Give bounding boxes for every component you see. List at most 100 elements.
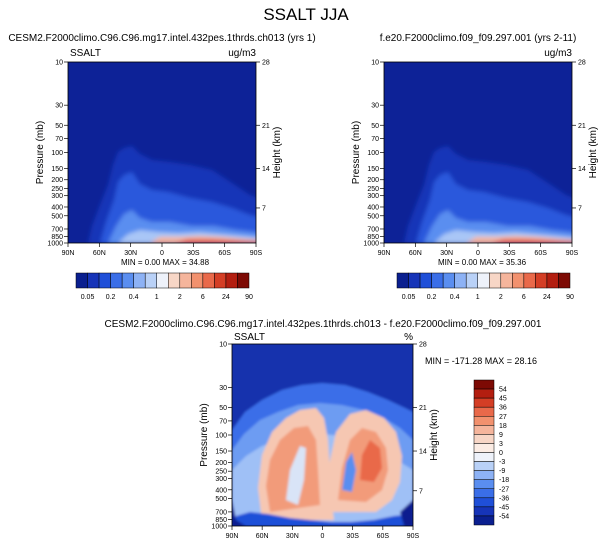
colorbar-swatch xyxy=(202,272,215,289)
colorbar-swatch xyxy=(396,272,409,289)
colorbar-swatch xyxy=(408,272,421,289)
min-max-label: MIN = 0.00 MAX = 34.88 xyxy=(121,258,210,267)
y-tick-label: 400 xyxy=(367,204,379,211)
colorbar-swatch xyxy=(431,272,444,289)
x-tick-label: 90S xyxy=(250,250,263,257)
axes-model-test: 90N 60N 30N 0 30S 60S 90S 10 30 50 70 100 150 200 2503… xyxy=(35,60,283,302)
y-tick-label: 700 xyxy=(215,509,227,516)
colorbar-swatch xyxy=(473,479,495,489)
x-tick-label: 60S xyxy=(534,250,547,257)
y-tick-label: 300 xyxy=(367,193,379,200)
colorbar-swatch xyxy=(237,272,250,289)
height-tick-label: 28 xyxy=(578,60,586,67)
difference-min-max: MIN = -171.28 MAX = 28.16 xyxy=(425,356,537,366)
y-tick-label: 200 xyxy=(367,177,379,184)
figure-title: SSALT JJA xyxy=(263,5,349,24)
colorbar-swatch xyxy=(473,488,495,499)
y-tick-label: 200 xyxy=(51,177,63,184)
y-tick-label: 100 xyxy=(367,150,379,157)
x-tick-label: 30S xyxy=(187,250,200,257)
y-tick-label: 30 xyxy=(371,103,379,110)
y-tick-label: 300 xyxy=(51,193,63,200)
y-tick-label: 10 xyxy=(219,342,227,349)
colorbar-swatch xyxy=(454,272,467,289)
colorbar-swatch xyxy=(133,272,146,289)
colorbar-swatch xyxy=(473,388,495,399)
colorbar-label: 24 xyxy=(222,294,230,301)
colorbar-label: -27 xyxy=(499,486,509,493)
y-tick-label: 150 xyxy=(367,166,379,173)
colorbar-label: 2 xyxy=(499,294,503,301)
y-tick-label: 250 xyxy=(51,186,63,193)
colorbar-label: 36 xyxy=(499,405,507,412)
x-tick-label: 30S xyxy=(503,250,516,257)
y-tick-label: 1000 xyxy=(211,524,227,531)
colorbar-label: 90 xyxy=(245,294,253,301)
colorbar-swatch xyxy=(225,272,238,289)
panel-model-test: CESM2.F2000climo.C96.C96.mg17.intel.432p… xyxy=(8,33,316,243)
y-tick-label: 10 xyxy=(371,60,379,67)
colorbar-swatch xyxy=(473,406,495,417)
y-tick-label: 700 xyxy=(367,226,379,233)
y-tick-label: 70 xyxy=(371,136,379,143)
height-tick-label: 7 xyxy=(262,205,266,212)
y-tick-label: 500 xyxy=(51,213,63,220)
x-tick-label: 60S xyxy=(218,250,231,257)
panel-title: CESM2.F2000climo.C96.C96.mg17.intel.432p… xyxy=(8,33,315,44)
y-tick-label: 70 xyxy=(55,136,63,143)
colorbar-swatch xyxy=(98,272,111,289)
colorbar-swatch xyxy=(156,272,169,289)
colorbar-swatch xyxy=(419,272,432,289)
y-tick-label: 400 xyxy=(51,204,63,211)
right-axis-title: Height (km) xyxy=(272,127,283,179)
height-tick-label: 28 xyxy=(419,342,427,349)
colorbar-label: 0.4 xyxy=(450,294,460,301)
x-tick-label: 90S xyxy=(566,250,579,257)
y-tick-label: 70 xyxy=(219,418,227,425)
x-tick-label: 30N xyxy=(124,250,137,257)
colorbar-swatch xyxy=(168,272,181,289)
colorbar-swatch xyxy=(75,272,88,289)
colorbar-swatch xyxy=(144,272,157,289)
colorbar-label: 1 xyxy=(155,294,159,301)
axes-model-control: 90N 60N 30N 0 30S 60S 90S 10 30 50 70 100 150 200 2503… xyxy=(351,60,599,302)
y-axis-title: Pressure (mb) xyxy=(351,121,362,184)
colorbar-swatch xyxy=(473,434,495,444)
colorbar-swatch xyxy=(179,272,192,289)
colorbar-swatch xyxy=(473,515,495,526)
panel-title: CESM2.F2000climo.C96.C96.mg17.intel.432p… xyxy=(105,319,542,330)
height-tick-label: 21 xyxy=(578,123,586,130)
x-tick-label: 90N xyxy=(62,250,75,257)
y-tick-label: 50 xyxy=(55,123,63,130)
panel-title: f.e20.F2000climo.f09_f09.297.001 (yrs 2-… xyxy=(380,33,577,44)
panel-left-label: SSALT xyxy=(234,332,265,343)
y-tick-label: 150 xyxy=(215,449,227,456)
x-tick-label: 60N xyxy=(409,250,422,257)
panel-unit-label: % xyxy=(404,332,413,343)
y-tick-label: 850 xyxy=(215,517,227,524)
colorbar-label: 45 xyxy=(499,396,507,403)
colorbar-swatch xyxy=(500,272,513,289)
colorbar-swatch xyxy=(214,272,227,289)
colorbar-swatch xyxy=(191,272,204,289)
colorbar-label: 6 xyxy=(522,294,526,301)
plot-field xyxy=(384,62,572,243)
colorbar-swatch xyxy=(473,461,495,471)
height-tick-label: 7 xyxy=(578,205,582,212)
height-tick-label: 28 xyxy=(262,60,270,67)
panel-difference: CESM2.F2000climo.C96.C96.mg17.intel.432p… xyxy=(105,319,542,526)
colorbar-swatch xyxy=(473,497,495,508)
y-tick-label: 850 xyxy=(367,234,379,241)
x-tick-label: 0 xyxy=(321,533,325,540)
colorbar-label: 54 xyxy=(499,387,507,394)
colorbar-label: 0.05 xyxy=(81,294,95,301)
panel-unit-label: ug/m3 xyxy=(228,48,256,59)
y-tick-label: 30 xyxy=(219,385,227,392)
colorbar: 54 45 36 27 18 9 3 0 -3 -9 -18 -27 -36 -45 -54 xyxy=(473,379,509,526)
colorbar-label: 1 xyxy=(476,294,480,301)
y-tick-label: 1000 xyxy=(47,241,63,248)
right-axis-title: Height (km) xyxy=(588,127,599,179)
colorbar-label: 18 xyxy=(499,423,507,430)
colorbar-label: 0.2 xyxy=(106,294,116,301)
colorbar-swatch xyxy=(473,416,495,426)
